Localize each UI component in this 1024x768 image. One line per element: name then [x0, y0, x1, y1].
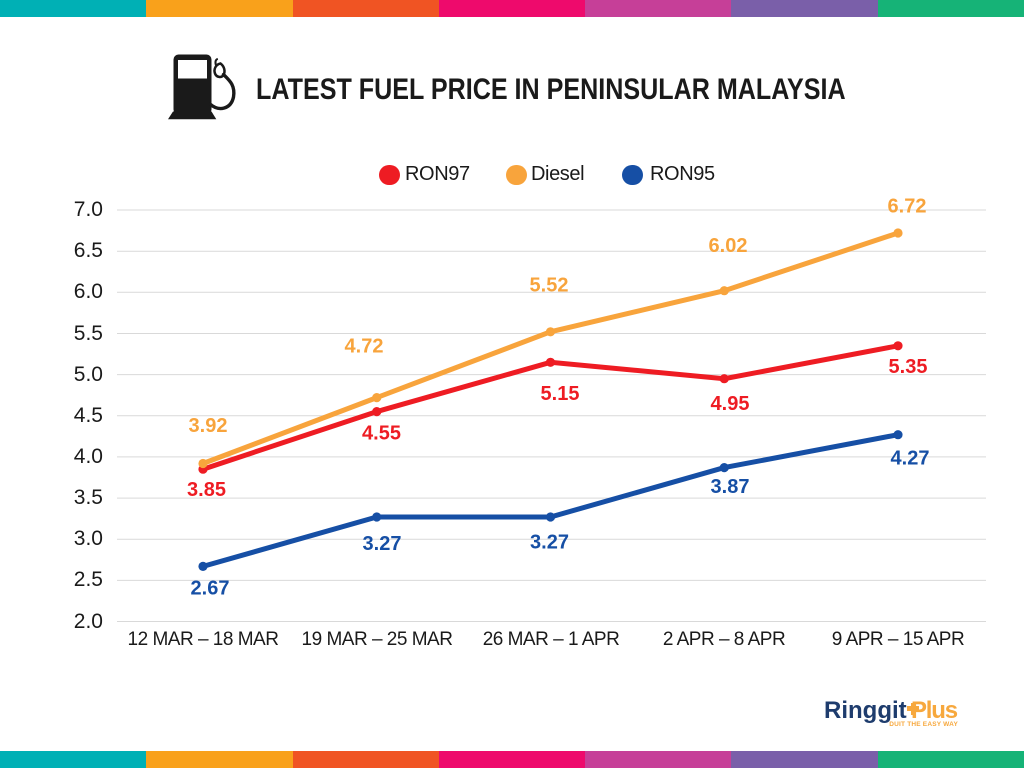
svg-text:4.95: 4.95 [711, 393, 750, 415]
svg-text:4.27: 4.27 [891, 448, 930, 470]
svg-text:6.02: 6.02 [709, 235, 748, 257]
svg-text:3.87: 3.87 [711, 476, 750, 498]
svg-text:3.27: 3.27 [363, 533, 402, 555]
svg-text:3.27: 3.27 [530, 532, 569, 554]
svg-text:5.35: 5.35 [889, 356, 928, 378]
svg-text:5.52: 5.52 [530, 275, 569, 297]
svg-text:3.92: 3.92 [189, 415, 228, 437]
svg-text:4.55: 4.55 [362, 423, 401, 445]
svg-text:3.85: 3.85 [187, 479, 226, 501]
svg-text:6.72: 6.72 [888, 196, 927, 218]
svg-text:4.72: 4.72 [345, 336, 384, 358]
svg-text:2.67: 2.67 [191, 578, 230, 600]
svg-text:5.15: 5.15 [541, 383, 580, 405]
